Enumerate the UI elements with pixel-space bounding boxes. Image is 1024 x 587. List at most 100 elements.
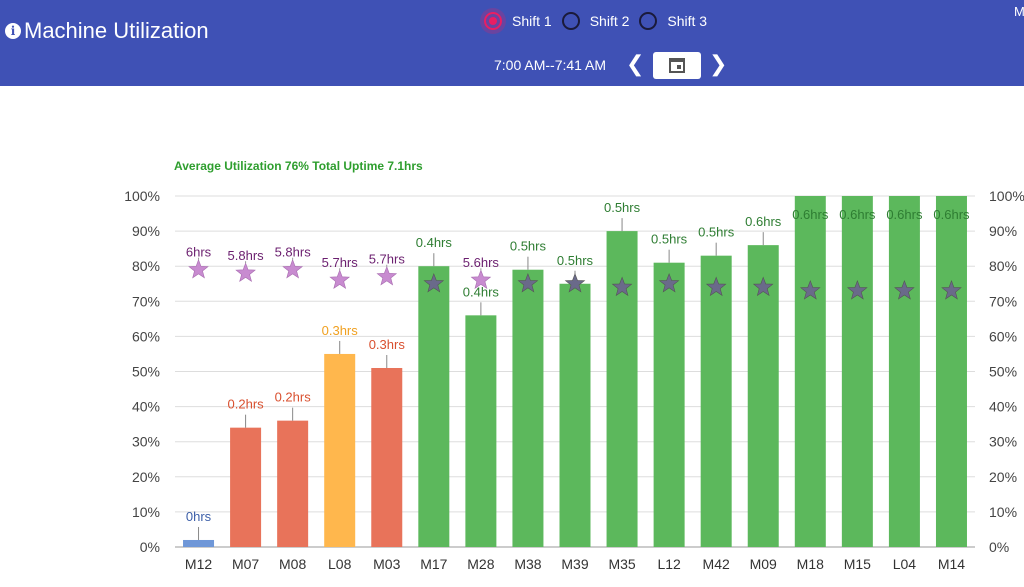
bar-label: 0.5hrs bbox=[604, 200, 641, 215]
y-tick-label-left: 50% bbox=[132, 364, 160, 380]
bar-label: 0.6hrs bbox=[839, 207, 876, 222]
bar-label: 0.5hrs bbox=[698, 225, 735, 240]
shift-3-label: Shift 3 bbox=[667, 13, 708, 29]
bar bbox=[183, 539, 215, 547]
x-tick-label: M12 bbox=[185, 556, 212, 572]
shift-1-option[interactable]: Shift 1 bbox=[484, 12, 552, 30]
shift-1-radio[interactable] bbox=[484, 12, 502, 30]
y-tick-label-right: 20% bbox=[989, 469, 1017, 485]
x-tick-label: M07 bbox=[232, 556, 259, 572]
x-tick-label: L12 bbox=[657, 556, 681, 572]
y-tick-label-left: 100% bbox=[124, 188, 160, 204]
x-tick-label: M42 bbox=[703, 556, 730, 572]
bar bbox=[465, 315, 497, 547]
star-label: 5.7hrs bbox=[322, 255, 359, 270]
bar bbox=[559, 283, 591, 547]
bar bbox=[277, 420, 309, 547]
x-tick-label: M14 bbox=[938, 556, 965, 572]
page-title-text: Machine Utilization bbox=[24, 18, 209, 43]
y-tick-label-right: 10% bbox=[989, 504, 1017, 520]
star-marker bbox=[752, 276, 774, 297]
time-range: 7:00 AM--7:41 AM bbox=[494, 57, 607, 73]
bar bbox=[418, 266, 450, 547]
bar-label: 0.2hrs bbox=[228, 397, 265, 412]
bar bbox=[841, 196, 873, 547]
shift-2-radio[interactable] bbox=[561, 12, 580, 30]
bar bbox=[371, 367, 403, 547]
bar bbox=[230, 427, 262, 547]
star-marker bbox=[188, 258, 209, 279]
calendar-icon bbox=[669, 58, 685, 73]
y-tick-label-left: 60% bbox=[132, 328, 160, 344]
x-tick-label: M17 bbox=[420, 556, 447, 572]
page-title: i Machine Utilization bbox=[5, 18, 209, 44]
star-marker bbox=[235, 262, 256, 282]
shift-2-label: Shift 2 bbox=[589, 13, 630, 29]
shift-1-label: Shift 1 bbox=[512, 13, 552, 29]
x-tick-label: M18 bbox=[797, 556, 824, 572]
star-label: 6hrs bbox=[186, 245, 212, 260]
bar-label: 0.6hrs bbox=[792, 207, 829, 222]
x-tick-label: M38 bbox=[514, 556, 541, 572]
info-icon[interactable]: i bbox=[5, 23, 21, 39]
y-tick-label-left: 70% bbox=[132, 293, 160, 309]
star-label: 5.6hrs bbox=[463, 255, 500, 270]
bar bbox=[935, 196, 967, 547]
star-label: 5.7hrs bbox=[369, 252, 406, 267]
x-tick-label: L08 bbox=[328, 556, 352, 572]
shift-selector: Shift 1 Shift 2 Shift 3 bbox=[484, 12, 717, 30]
bar-label: 0hrs bbox=[186, 509, 212, 524]
y-tick-label-left: 90% bbox=[132, 223, 160, 239]
utilization-summary: Average Utilization 76% Total Uptime 7.1… bbox=[174, 159, 423, 173]
calendar-button[interactable] bbox=[653, 52, 701, 79]
star-label: 5.8hrs bbox=[275, 245, 312, 260]
bar bbox=[324, 353, 356, 547]
bar bbox=[653, 262, 685, 547]
bar-label: 0.6hrs bbox=[886, 207, 923, 222]
x-tick-label: L04 bbox=[893, 556, 917, 572]
bar-label: 0.5hrs bbox=[651, 232, 688, 247]
bar-label: 0.2hrs bbox=[275, 390, 312, 405]
bar-label: 0.5hrs bbox=[510, 239, 547, 254]
bar-label: 0.4hrs bbox=[463, 284, 500, 299]
bar-label: 0.3hrs bbox=[369, 337, 406, 352]
bar-label: 0.3hrs bbox=[322, 323, 359, 338]
star-marker bbox=[517, 272, 539, 293]
y-tick-label-right: 80% bbox=[989, 258, 1017, 274]
star-marker bbox=[376, 265, 398, 286]
shift-2-option[interactable]: Shift 2 bbox=[561, 12, 630, 30]
chevron-left-icon[interactable]: ❮ bbox=[626, 51, 645, 76]
chevron-right-icon[interactable]: ❯ bbox=[709, 51, 728, 76]
y-tick-label-left: 10% bbox=[132, 504, 160, 520]
y-tick-label-right: 30% bbox=[989, 434, 1017, 450]
y-tick-label-right: 70% bbox=[989, 293, 1017, 309]
star-marker bbox=[423, 272, 445, 293]
y-tick-label-right: 100% bbox=[989, 188, 1024, 204]
y-tick-label-right: 50% bbox=[989, 364, 1017, 380]
x-tick-label: M03 bbox=[373, 556, 400, 572]
bar bbox=[794, 196, 826, 547]
bar-label: 0.5hrs bbox=[557, 253, 594, 268]
x-tick-label: M28 bbox=[467, 556, 494, 572]
star-marker bbox=[329, 269, 351, 289]
star-marker bbox=[611, 276, 633, 297]
y-tick-label-left: 40% bbox=[132, 399, 160, 415]
y-tick-label-right: 90% bbox=[989, 223, 1017, 239]
bar-label: 0.4hrs bbox=[416, 235, 453, 250]
star-marker bbox=[470, 269, 492, 289]
star-marker bbox=[846, 279, 868, 300]
shift-3-radio[interactable] bbox=[639, 12, 658, 30]
bar bbox=[700, 255, 732, 548]
shift-3-option[interactable]: Shift 3 bbox=[639, 12, 707, 30]
bar bbox=[888, 196, 920, 547]
star-marker bbox=[658, 272, 680, 293]
bar bbox=[747, 245, 779, 547]
y-tick-label-right: 60% bbox=[989, 328, 1017, 344]
y-tick-label-left: 20% bbox=[132, 469, 160, 485]
bar bbox=[512, 269, 544, 547]
y-tick-label-left: 30% bbox=[132, 434, 160, 450]
y-tick-label-left: 0% bbox=[140, 539, 160, 555]
bar-label: 0.6hrs bbox=[745, 214, 782, 229]
star-marker bbox=[799, 279, 821, 300]
